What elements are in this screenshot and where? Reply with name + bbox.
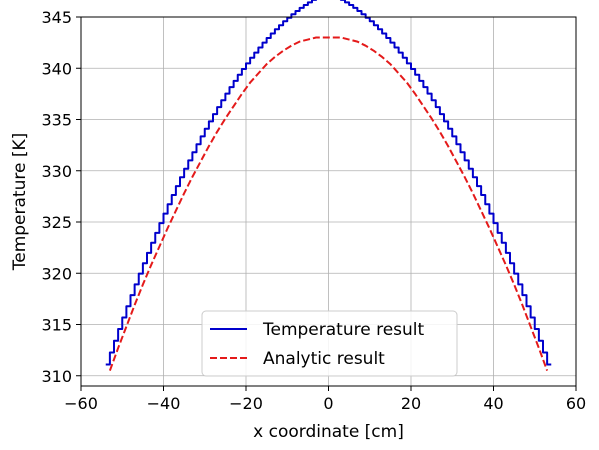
x-tick-label: −60 bbox=[64, 394, 98, 413]
legend-label-temperature: Temperature result bbox=[262, 320, 425, 340]
x-tick-label: 0 bbox=[323, 394, 333, 413]
x-axis-title: x coordinate [cm] bbox=[253, 422, 404, 442]
y-tick-label: 315 bbox=[41, 316, 72, 335]
y-tick-label: 335 bbox=[41, 111, 72, 130]
x-tick-label: −40 bbox=[147, 394, 181, 413]
y-tick-label: 320 bbox=[41, 264, 72, 283]
x-tick-label: 60 bbox=[566, 394, 586, 413]
x-tick-label: 20 bbox=[401, 394, 421, 413]
x-tick-label: −20 bbox=[229, 394, 263, 413]
series-line-0 bbox=[105, 0, 552, 366]
y-axis-title: Temperature [K] bbox=[10, 133, 30, 272]
plot-series bbox=[105, 0, 552, 371]
y-tick-label: 310 bbox=[41, 367, 72, 386]
y-tick-label: 340 bbox=[41, 59, 72, 78]
legend-box bbox=[201, 310, 458, 377]
x-tick-label: 40 bbox=[483, 394, 503, 413]
y-axis-ticks: 310 315 320 325 330 335 340 345 bbox=[41, 8, 81, 386]
legend-label-analytic: Analytic result bbox=[263, 349, 385, 369]
legend: Temperature result Analytic result bbox=[201, 310, 458, 377]
y-tick-label: 325 bbox=[41, 213, 72, 232]
y-tick-label: 345 bbox=[41, 8, 72, 27]
y-tick-label: 330 bbox=[41, 162, 72, 181]
series-line-1 bbox=[108, 36, 549, 371]
x-axis-ticks: −60 −40 −20 0 20 40 60 bbox=[64, 386, 586, 413]
